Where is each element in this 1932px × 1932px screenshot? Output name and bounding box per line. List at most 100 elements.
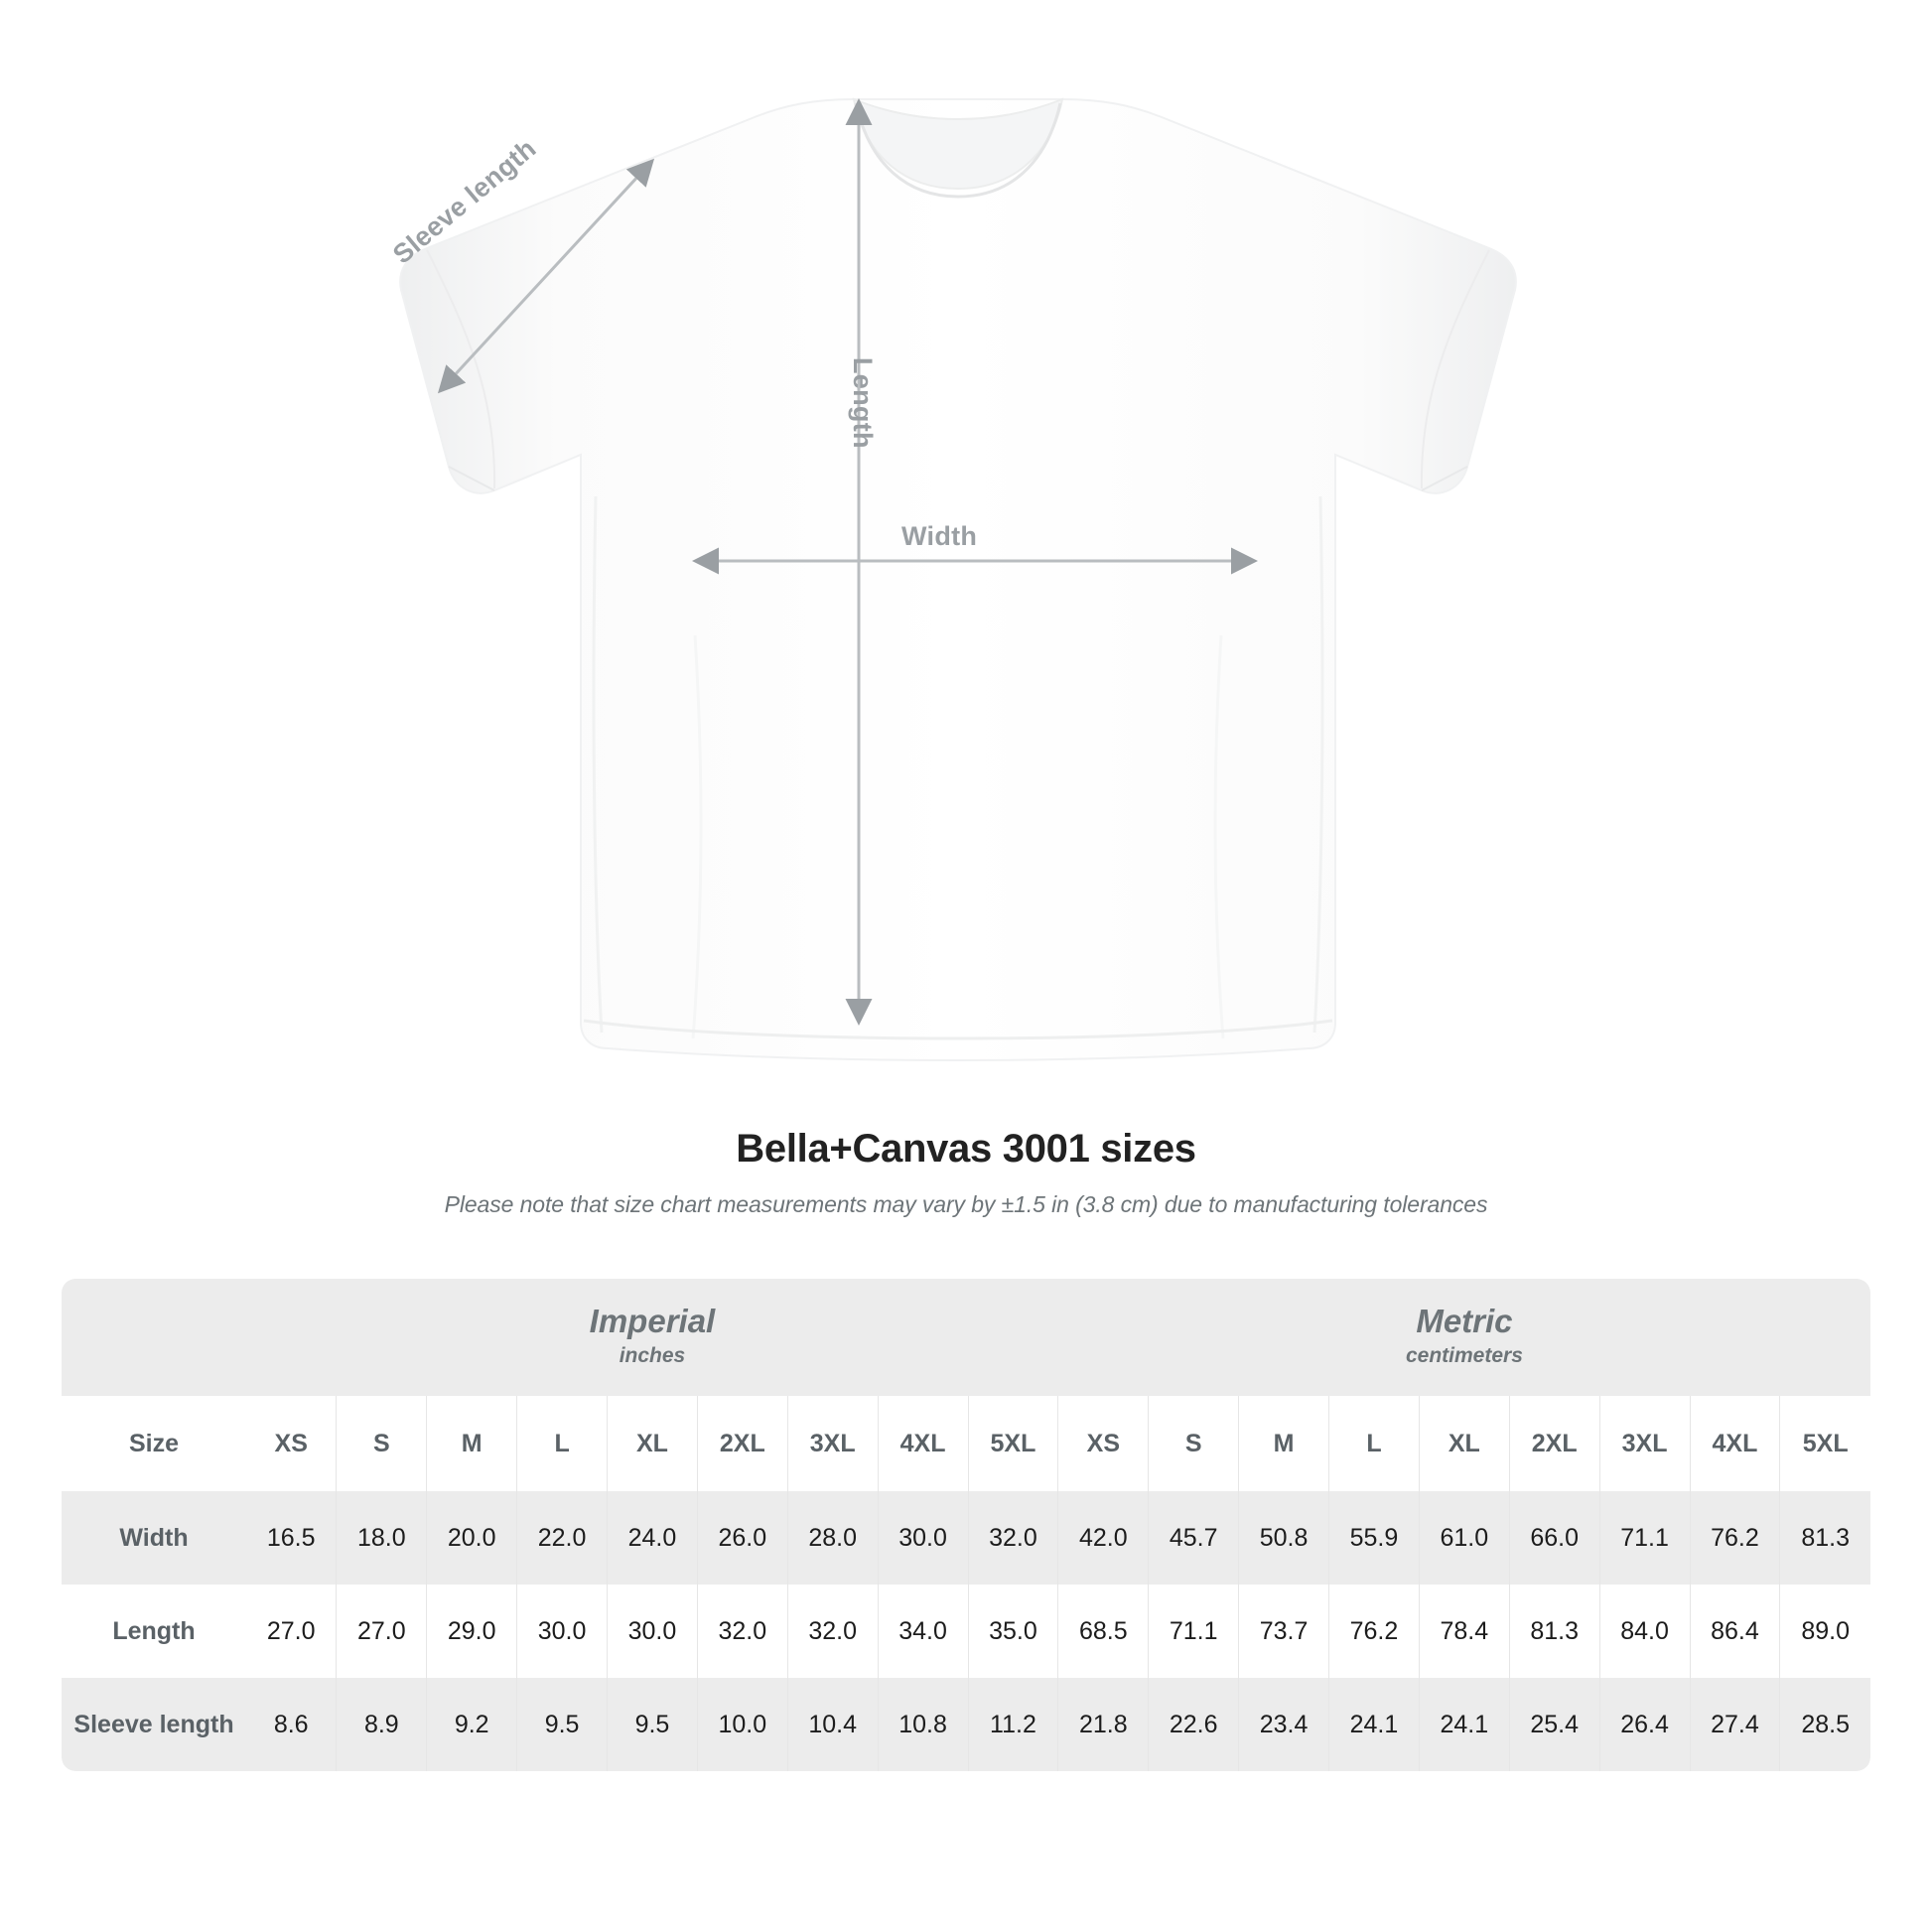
size-column-header: XS [246,1396,338,1491]
measurement-cell: 73.7 [1238,1585,1330,1678]
measurement-cell: 10.8 [878,1678,969,1771]
measurement-cell: 32.0 [697,1585,788,1678]
size-chart-table-wrapper: Imperial inches Metric centimeters Size … [62,1279,1870,1771]
unit-group-metric-name: Metric [1416,1303,1513,1340]
unit-group-imperial-sub: inches [619,1344,686,1368]
size-column-header: 2XL [697,1396,788,1491]
measurement-cell: 30.0 [607,1585,698,1678]
title-block: Bella+Canvas 3001 sizes Please note that… [0,1127,1932,1218]
measurement-cell: 8.9 [336,1678,428,1771]
measurement-cell: 84.0 [1599,1585,1691,1678]
size-column-header: M [1238,1396,1330,1491]
measurement-cell: 20.0 [426,1491,518,1585]
size-chart-thead: Imperial inches Metric centimeters Size … [62,1279,1870,1491]
size-column-header: 2XL [1509,1396,1600,1491]
measurement-cell: 78.4 [1419,1585,1510,1678]
size-header-row: Size XS S M L XL 2XL 3XL 4XL 5XL XS S M L XL 2XL 3XL 4XL… [62,1396,1870,1491]
measurement-cell: 23.4 [1238,1678,1330,1771]
sleeve-length-guide [437,158,655,394]
measurement-cell: 27.0 [336,1585,428,1678]
measurement-cell: 30.0 [516,1585,609,1678]
measurement-cell: 27.0 [246,1585,338,1678]
tolerance-note: Please note that size chart measurements… [444,1191,1488,1217]
size-column-header: XL [607,1396,698,1491]
page-title: Bella+Canvas 3001 sizes [736,1127,1196,1171]
measurement-cell: 45.7 [1148,1491,1240,1585]
measurement-cell: 81.3 [1779,1491,1870,1585]
measurement-cell: 24.1 [1419,1678,1510,1771]
measurement-cell: 22.6 [1148,1678,1240,1771]
size-column-header: L [516,1396,609,1491]
measurement-cell: 35.0 [968,1585,1059,1678]
measurement-cell: 28.0 [787,1491,879,1585]
measurement-cell: 18.0 [336,1491,428,1585]
table-row: Width 16.5 18.0 20.0 22.0 24.0 26.0 28.0 30.0 32.… [62,1491,1870,1585]
measurement-cell: 71.1 [1599,1491,1691,1585]
measurement-cell: 86.4 [1690,1585,1781,1678]
measurement-row-label: Sleeve length [62,1678,247,1771]
measurement-cell: 28.5 [1779,1678,1870,1771]
size-column-header: 5XL [1779,1396,1870,1491]
size-column-header: 3XL [787,1396,879,1491]
measurement-cell: 22.0 [516,1491,609,1585]
measurement-cell: 26.4 [1599,1678,1691,1771]
unit-group-imperial: Imperial inches [246,1279,1058,1396]
measurement-row-label: Width [62,1491,247,1585]
tshirt-illustration [399,97,1517,1062]
measurement-cell: 9.5 [607,1678,698,1771]
tshirt-diagram-area: Sleeve length Length Width [387,97,1517,1062]
unit-group-metric-sub: centimeters [1406,1344,1523,1368]
measurement-cell: 25.4 [1509,1678,1600,1771]
unit-group-metric: Metric centimeters [1057,1279,1870,1396]
measurement-cell: 11.2 [968,1678,1059,1771]
measurement-cell: 29.0 [426,1585,518,1678]
size-corner-label: Size [62,1396,247,1491]
measurement-cell: 24.1 [1328,1678,1420,1771]
measurement-cell: 55.9 [1328,1491,1420,1585]
measurement-cell: 89.0 [1779,1585,1870,1678]
measurement-cell: 32.0 [787,1585,879,1678]
measurement-cell: 61.0 [1419,1491,1510,1585]
measurement-cell: 21.8 [1057,1678,1150,1771]
table-row: Sleeve length 8.6 8.9 9.2 9.5 9.5 10.0 10.4 10.8… [62,1678,1870,1771]
width-guide-label: Width [901,521,978,551]
measurement-cell: 24.0 [607,1491,698,1585]
measurement-cell: 42.0 [1057,1491,1150,1585]
unit-group-header-row: Imperial inches Metric centimeters [62,1279,1870,1396]
measurement-cell: 50.8 [1238,1491,1330,1585]
measurement-cell: 8.6 [246,1678,338,1771]
size-chart-table: Imperial inches Metric centimeters Size … [62,1279,1870,1771]
measurement-cell: 71.1 [1148,1585,1240,1678]
measurement-cell: 68.5 [1057,1585,1150,1678]
measurement-cell: 9.2 [426,1678,518,1771]
size-chart-tbody: Width 16.5 18.0 20.0 22.0 24.0 26.0 28.0 30.0 32.… [62,1491,1870,1771]
measurement-row-label: Length [62,1585,247,1678]
measurement-cell: 9.5 [516,1678,609,1771]
measurement-cell: 66.0 [1509,1491,1600,1585]
measurement-cell: 26.0 [697,1491,788,1585]
measurement-cell: 32.0 [968,1491,1059,1585]
size-column-header: L [1328,1396,1420,1491]
size-column-header: 4XL [878,1396,969,1491]
unit-header-spacer [62,1279,247,1396]
measurement-cell: 76.2 [1328,1585,1420,1678]
size-column-header: M [426,1396,518,1491]
measurement-cell: 10.4 [787,1678,879,1771]
measurement-cell: 16.5 [246,1491,338,1585]
size-column-header: S [1148,1396,1240,1491]
size-column-header: 4XL [1690,1396,1781,1491]
measurement-cell: 27.4 [1690,1678,1781,1771]
table-row: Length 27.0 27.0 29.0 30.0 30.0 32.0 32.0 34.0 35… [62,1585,1870,1678]
measurement-cell: 34.0 [878,1585,969,1678]
measurement-cell: 10.0 [697,1678,788,1771]
size-column-header: XS [1057,1396,1150,1491]
measurement-cell: 81.3 [1509,1585,1600,1678]
measurement-cell: 30.0 [878,1491,969,1585]
size-column-header: XL [1419,1396,1510,1491]
measurement-cell: 76.2 [1690,1491,1781,1585]
length-guide-label: Length [848,357,878,449]
tshirt-shape [399,97,1517,1062]
unit-group-imperial-name: Imperial [589,1303,716,1340]
size-column-header: 5XL [968,1396,1059,1491]
size-column-header: 3XL [1599,1396,1691,1491]
